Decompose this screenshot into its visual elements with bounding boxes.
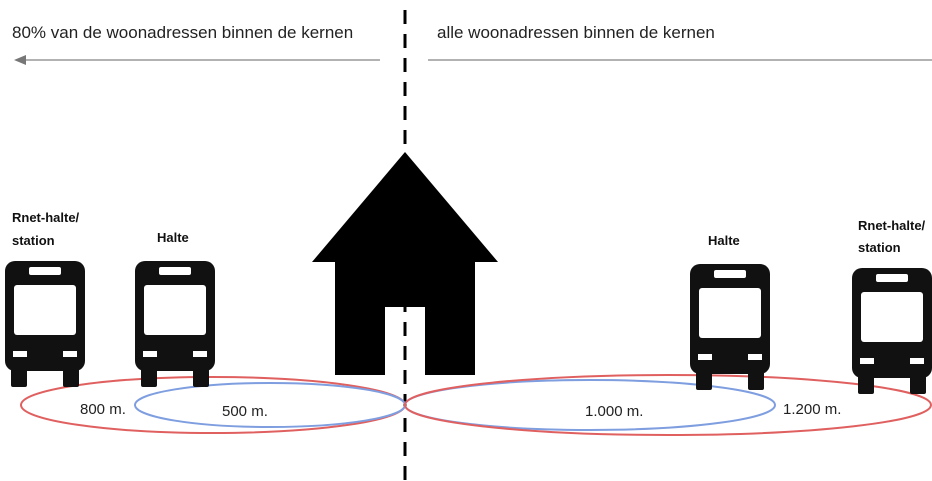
distance-label: 1.200 m. [783, 401, 841, 418]
bus [852, 268, 932, 394]
header-left: 80% van de woonadressen binnen de kernen [12, 23, 353, 42]
distance-label: 500 m. [222, 403, 268, 420]
stop-label: Rnet-halte/ [858, 218, 926, 233]
distance-label: 1.000 m. [585, 403, 643, 420]
radii [20, 374, 932, 436]
stop-label: station [858, 240, 901, 255]
distance-label: 800 m. [80, 401, 126, 418]
bus [135, 261, 215, 387]
stop-label: station [12, 233, 55, 248]
arrow-left [14, 55, 380, 65]
stop-label: Halte [157, 230, 189, 245]
stop-label: Halte [708, 233, 740, 248]
stop-label: Rnet-halte/ [12, 210, 80, 225]
bus [690, 264, 770, 390]
header-right: alle woonadressen binnen de kernen [437, 23, 715, 42]
bus [5, 261, 85, 387]
